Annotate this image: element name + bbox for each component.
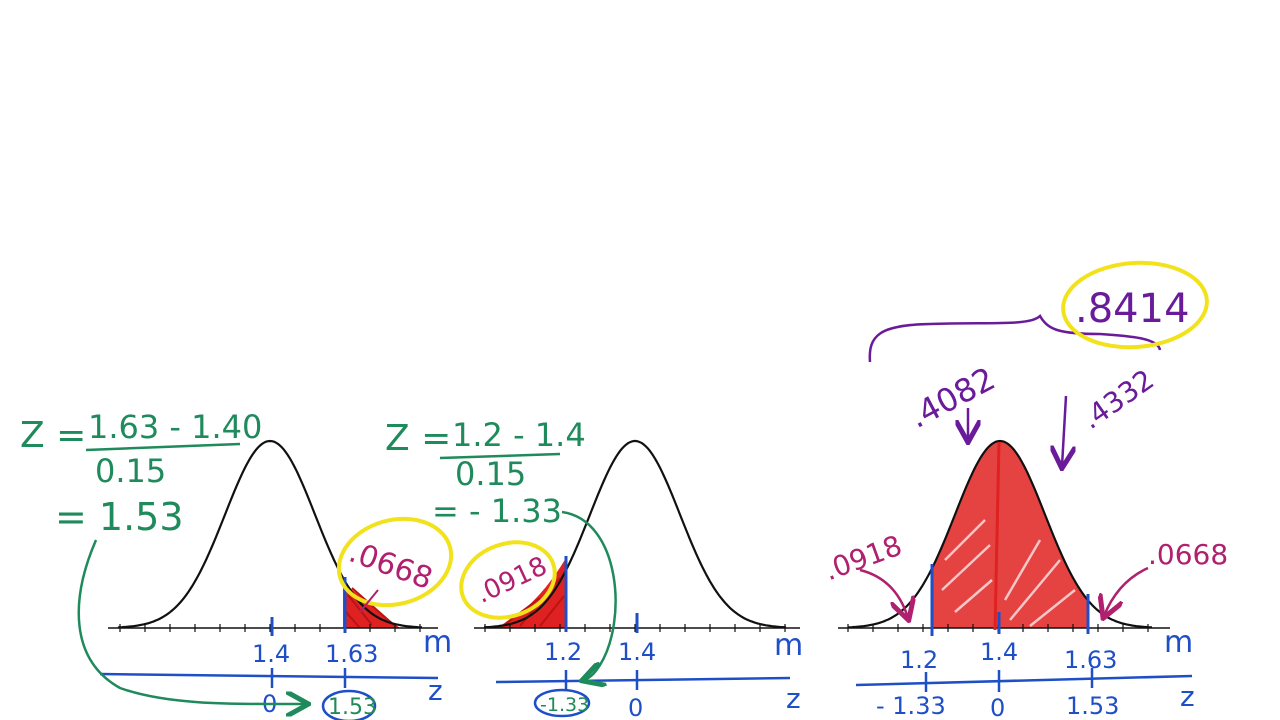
tick-label-value-2: 1.2 [544,638,582,666]
total-area-3: .8414 [1075,286,1190,332]
right-tail-area-3: .0668 [1148,538,1228,571]
tick-label-value-1: 1.63 [325,640,378,668]
tail-area-1: .0668 [344,535,437,597]
z-result-2: = - 1.33 [432,492,562,530]
bell-curve-1 [117,439,423,629]
z-axis-label-2: z [786,682,801,715]
shaded-left-tail-2 [495,558,566,628]
tick-label-mean-3: 1.4 [980,638,1018,666]
result-arrow-2 [561,510,617,680]
left-half-area-3: .4082 [903,359,1002,436]
z-denominator-1: 0.15 [95,452,166,490]
z-label-left-3: - 1.33 [876,692,946,720]
fraction-bar-2 [439,452,561,460]
z-result-1: = 1.53 [55,495,184,539]
z-denominator-2: 0.15 [455,455,526,493]
z-numerator-2: 1.2 - 1.4 [452,416,586,454]
m-axis-label-1: m [423,625,452,660]
fraction-bar-1 [85,442,241,452]
m-axis-label-2: m [774,628,803,663]
result-arrow-1 [77,539,306,704]
z-label-zero-3: 0 [990,694,1005,720]
shaded-center-area-3 [932,441,1088,628]
shaded-right-tail-1 [343,582,400,628]
bell-curve-2 [483,439,787,629]
panel-3: 1.2 1.4 1.63 m - 1.33 0 1.53 z .8414 .40… [820,260,1228,720]
z-axis-label-3: z [1180,680,1195,713]
z-label-value-2: -1.33 [540,694,589,716]
panel-2: Z = 1.2 - 1.4 0.15 = - 1.33 1.2 1.4 m -1… [385,416,803,720]
z-label-right-3: 1.53 [1066,692,1119,720]
right-half-area-3: .4332 [1075,363,1160,436]
sum-brace-3 [868,313,1162,363]
tick-label-mean-1: 1.4 [252,640,290,668]
m-axis-label-3: m [1164,625,1193,660]
left-tail-area-3: .0918 [820,529,907,587]
z-axis-1 [99,672,439,680]
z-label-zero-2: 0 [628,694,643,720]
tick-label-mean-2: 1.4 [618,638,656,666]
mean-line-3 [993,441,1001,631]
area-highlight-2 [459,540,557,620]
z-value-circle-2 [533,688,591,718]
z-value-circle-1 [321,689,377,720]
z-axis-2 [495,676,791,684]
z-label-value-1: 1.53 [328,695,377,720]
z-numerator-1: 1.63 - 1.40 [88,408,262,446]
area-highlight-1 [336,516,454,608]
z-axis-label-1: z [428,674,443,707]
tick-label-right-3: 1.63 [1064,646,1117,674]
z-symbol-2: Z = [385,418,451,459]
z-symbol-1: Z = [20,415,86,456]
total-highlight-3 [1061,260,1209,350]
tick-label-left-3: 1.2 [900,646,938,674]
z-axis-3 [855,674,1193,687]
